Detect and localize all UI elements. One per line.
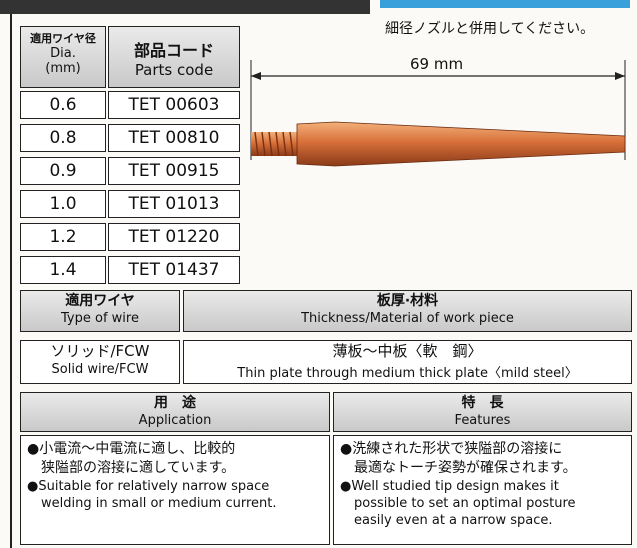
code-header: 部品コード Parts code [108, 26, 240, 88]
text: welding in small or medium current. [41, 496, 277, 511]
application-body: ●小電流～中電流に適し、比較的 狭隘部の溶接に適しています。 ●Suitable… [20, 435, 330, 545]
text: Dia. [50, 46, 76, 61]
application-header: 用 途 Application [20, 392, 330, 432]
code-cell: TET 00810 [108, 124, 240, 152]
text: ●Well studied tip design makes it [340, 479, 559, 494]
text: (mm) [45, 61, 81, 76]
text: Parts code [134, 61, 214, 79]
text: 部品コード [133, 41, 214, 60]
code-cell: TET 00915 [108, 157, 240, 185]
text: possible to set an optimal posture [354, 496, 576, 511]
type-cell: ソリッド/FCW Solid wire/FCW [20, 340, 180, 384]
text: 板厚·材料 [376, 293, 439, 309]
header-band [0, 0, 370, 14]
note: 細径ノズルと併用してください。 [385, 21, 595, 37]
code-cell: TET 01437 [108, 256, 240, 284]
text: ●小電流～中電流に適し、比較的 [27, 441, 236, 457]
text: Application [138, 413, 212, 428]
type-header: 適用ワイヤ Type of wire [20, 290, 180, 332]
text: 特 長 [461, 395, 504, 411]
dimension: 69 mm [410, 55, 464, 73]
dia-cell: 0.9 [20, 157, 106, 185]
text: 最適なトーチ姿勢が確保されます。 [354, 460, 577, 476]
dia-cell: 1.0 [20, 190, 106, 218]
tip-drawing [250, 60, 626, 167]
text: ソリッド/FCW [50, 342, 150, 360]
text: 薄板～中板〈軟 鋼〉 [332, 342, 483, 360]
dia-cell: 0.6 [20, 91, 106, 119]
text: 適用ワイヤ径 [30, 32, 96, 45]
text: 狭隘部の溶接に適しています。 [41, 460, 236, 476]
text: Thin plate through medium thick plate〈mi… [237, 366, 578, 381]
dia-header: 適用ワイヤ径 Dia. (mm) [20, 26, 106, 88]
text: Features [454, 413, 511, 428]
text: 用 途 [154, 395, 196, 411]
dia-cell: 1.2 [20, 223, 106, 251]
dia-cell: 1.4 [20, 256, 106, 284]
text: ●洗練された形状で狭隘部の溶接に [340, 441, 563, 457]
features-header: 特 長 Features [333, 392, 632, 432]
material-header: 板厚·材料 Thickness/Material of work piece [183, 290, 632, 332]
text: Thickness/Material of work piece [301, 311, 514, 326]
code-cell: TET 01220 [108, 223, 240, 251]
text: Type of wire [61, 311, 139, 326]
text: Solid wire/FCW [51, 362, 149, 377]
material-cell: 薄板～中板〈軟 鋼〉 Thin plate through medium thi… [183, 340, 632, 384]
text: 適用ワイヤ [65, 293, 135, 309]
code-cell: TET 01013 [108, 190, 240, 218]
dia-cell: 0.8 [20, 124, 106, 152]
features-body: ●洗練された形状で狭隘部の溶接に 最適なトーチ姿勢が確保されます。 ●Well … [333, 435, 632, 545]
text: easily even at a narrow space. [354, 513, 553, 528]
margin-rule [10, 14, 12, 548]
text: ●Suitable for relatively narrow space [27, 479, 270, 494]
code-cell: TET 00603 [108, 91, 240, 119]
header-accent [380, 0, 630, 8]
